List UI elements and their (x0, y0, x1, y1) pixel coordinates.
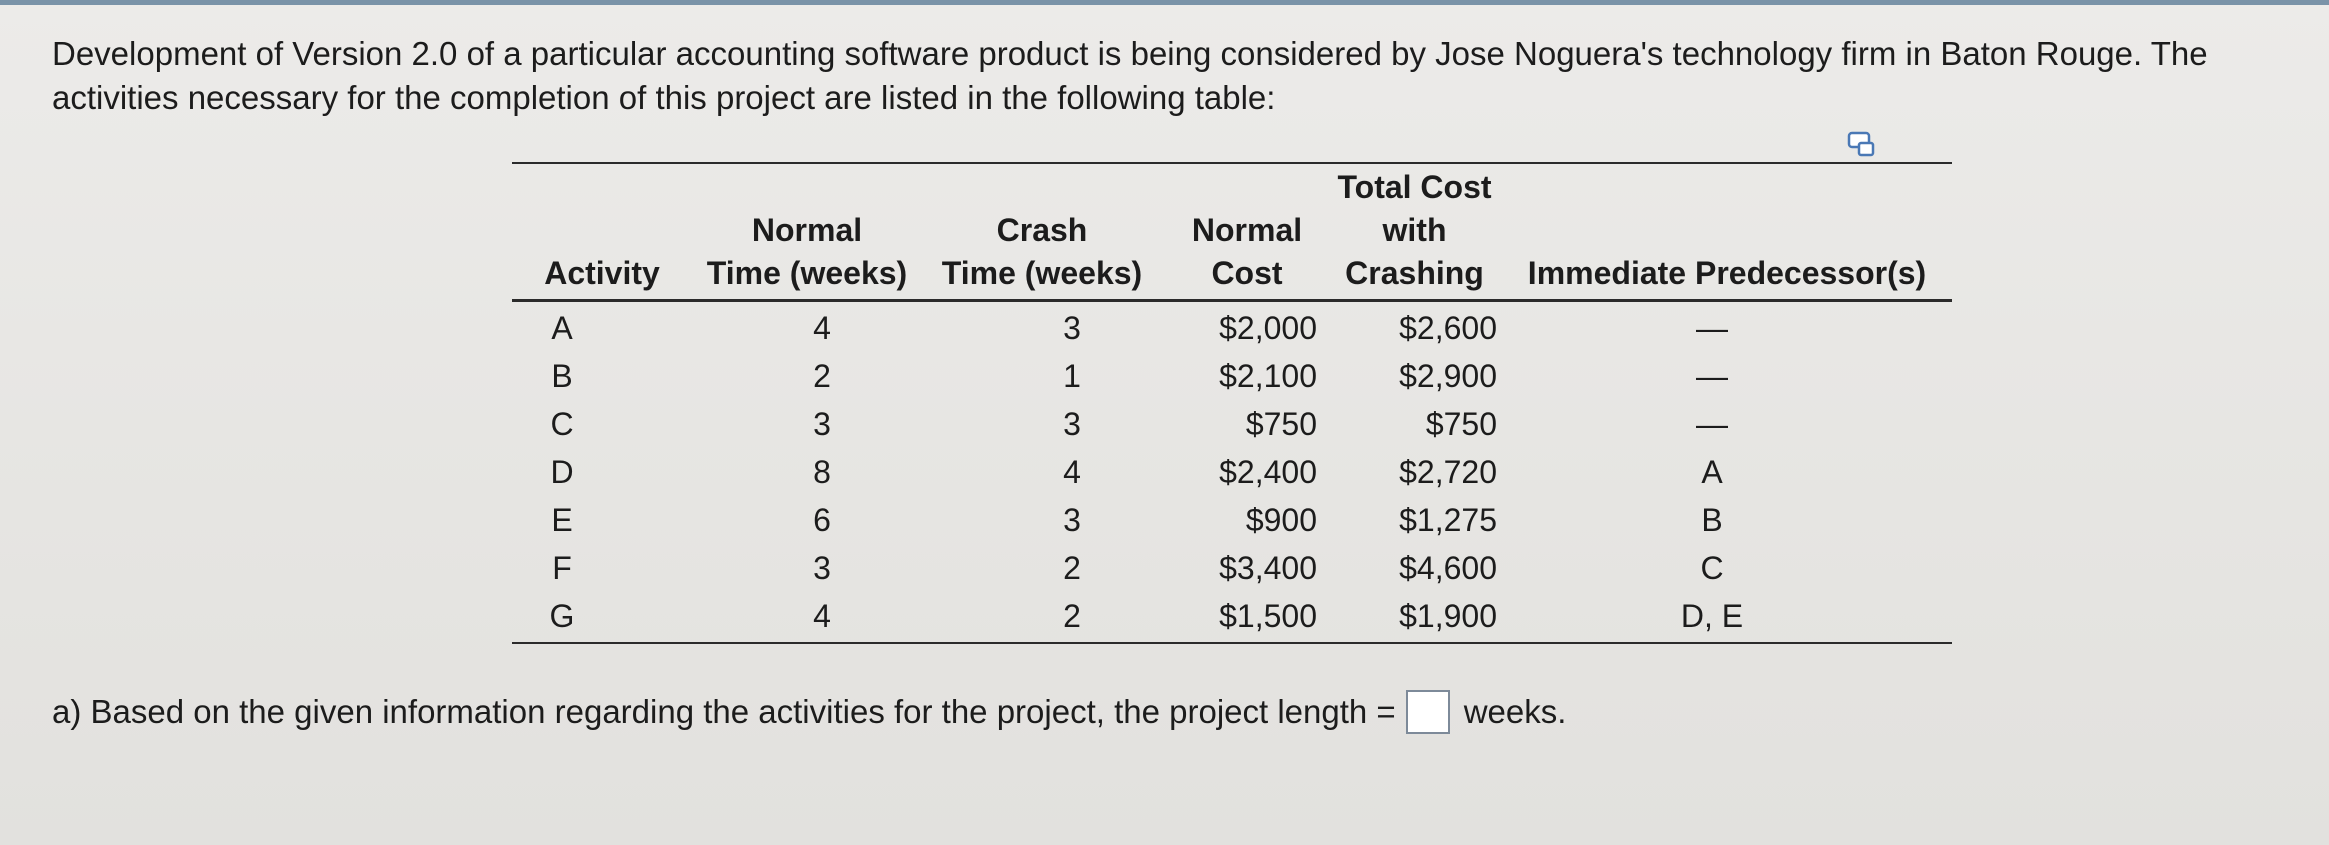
cell-activity: E (551, 502, 573, 538)
table-row: F 3 2 $3,400 $4,600 C (512, 544, 1952, 592)
table-row: G 4 2 $1,500 $1,900 D, E (512, 592, 1952, 640)
cell-activity: D (550, 454, 574, 490)
cell-activity: F (552, 550, 572, 586)
cell-total-cost: $2,600 (1399, 310, 1497, 346)
table-row: E 6 3 $900 $1,275 B (512, 496, 1952, 544)
cell-normal-cost: $3,400 (1219, 550, 1317, 586)
header-crash-time: Crash Time (weeks) (941, 212, 1143, 291)
cell-predecessors: B (1701, 502, 1723, 538)
cell-normal-cost: $900 (1245, 502, 1317, 538)
header-total-cost-with-crashing: Total Cost with Crashing (1337, 169, 1492, 291)
project-length-answer-field[interactable] (1405, 690, 1450, 734)
cell-predecessors: — (1696, 310, 1728, 346)
cell-activity: A (551, 310, 573, 346)
cell-total-cost: $1,900 (1399, 598, 1497, 634)
cell-total-cost: $2,720 (1399, 454, 1497, 490)
question-a-prompt: a) Based on the given information regard… (52, 693, 1396, 730)
cell-normal-cost: $2,000 (1219, 310, 1317, 346)
cell-normal-time: 8 (813, 454, 831, 490)
cell-predecessors: D, E (1680, 598, 1744, 634)
cell-normal-time: 4 (813, 310, 831, 346)
table-row: A 4 3 $2,000 $2,600 — (512, 304, 1952, 352)
cell-crash-time: 4 (1063, 454, 1081, 490)
cell-total-cost: $1,275 (1399, 502, 1497, 538)
cell-activity: B (551, 358, 573, 394)
question-a-unit: weeks. (1463, 693, 1567, 730)
cell-crash-time: 2 (1063, 598, 1081, 634)
table-header-rule (512, 299, 1952, 302)
table-row: B 2 1 $2,100 $2,900 — (512, 352, 1952, 400)
cell-normal-cost: $1,500 (1219, 598, 1317, 634)
cell-crash-time: 3 (1063, 502, 1081, 538)
cell-predecessors: — (1696, 358, 1728, 394)
cell-predecessors: C (1700, 550, 1724, 586)
cell-crash-time: 3 (1063, 310, 1081, 346)
cell-crash-time: 1 (1063, 358, 1081, 394)
cell-normal-time: 2 (813, 358, 831, 394)
cell-normal-cost: $2,100 (1219, 358, 1317, 394)
cell-predecessors: — (1696, 406, 1728, 442)
cell-normal-time: 3 (813, 406, 831, 442)
header-normal-cost: Normal Cost (1191, 212, 1303, 291)
header-normal-time: Normal Time (weeks) (706, 212, 908, 291)
question-a: a) Based on the given information regard… (52, 690, 1566, 734)
problem-statement: Development of Version 2.0 of a particul… (52, 35, 2208, 116)
copy-table-icon[interactable] (1845, 128, 1881, 162)
table-bottom-rule (512, 642, 1952, 644)
cell-crash-time: 3 (1063, 406, 1081, 442)
table-top-rule (512, 162, 1952, 164)
cell-crash-time: 2 (1063, 550, 1081, 586)
cell-predecessors: A (1701, 454, 1723, 490)
cell-total-cost: $4,600 (1399, 550, 1497, 586)
cell-normal-time: 4 (813, 598, 831, 634)
cell-normal-time: 6 (813, 502, 831, 538)
header-activity: Activity (544, 255, 660, 291)
top-accent-bar (0, 0, 2329, 5)
header-immediate-predecessors: Immediate Predecessor(s) (1527, 255, 1927, 291)
cell-total-cost: $2,900 (1399, 358, 1497, 394)
cell-normal-cost: $2,400 (1219, 454, 1317, 490)
table-header: Activity Normal Time (weeks) Crash Time … (512, 162, 1952, 299)
table-row: D 8 4 $2,400 $2,720 A (512, 448, 1952, 496)
table-row: C 3 3 $750 $750 — (512, 400, 1952, 448)
cell-total-cost: $750 (1425, 406, 1497, 442)
cell-normal-cost: $750 (1245, 406, 1317, 442)
cell-activity: C (550, 406, 574, 442)
cell-activity: G (549, 598, 575, 634)
cell-normal-time: 3 (813, 550, 831, 586)
